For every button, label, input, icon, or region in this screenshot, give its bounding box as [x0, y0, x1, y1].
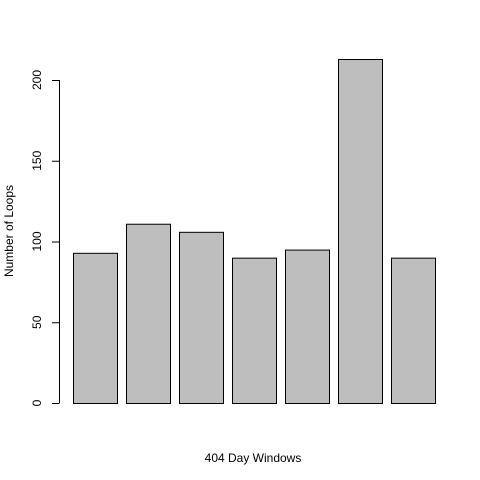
bar-5: [285, 249, 330, 404]
bar-3: [179, 231, 224, 404]
y-tick-label-200: 200: [30, 70, 44, 90]
bar-1: [73, 252, 118, 404]
bar-2: [126, 223, 171, 404]
y-tick-label-0: 0: [30, 399, 44, 406]
bar-6: [338, 59, 383, 404]
bar-4: [232, 257, 277, 404]
y-tick-label-50: 50: [30, 315, 44, 329]
y-tick-label-150: 150: [30, 150, 44, 170]
x-axis-label: 404 Day Windows: [205, 451, 302, 465]
y-tick-label-100: 100: [30, 231, 44, 251]
y-axis: 0 50 100 150 200: [30, 70, 60, 406]
bar-7: [391, 257, 436, 404]
y-axis-label: Number of Loops: [2, 185, 16, 277]
bars-group: [73, 59, 436, 404]
